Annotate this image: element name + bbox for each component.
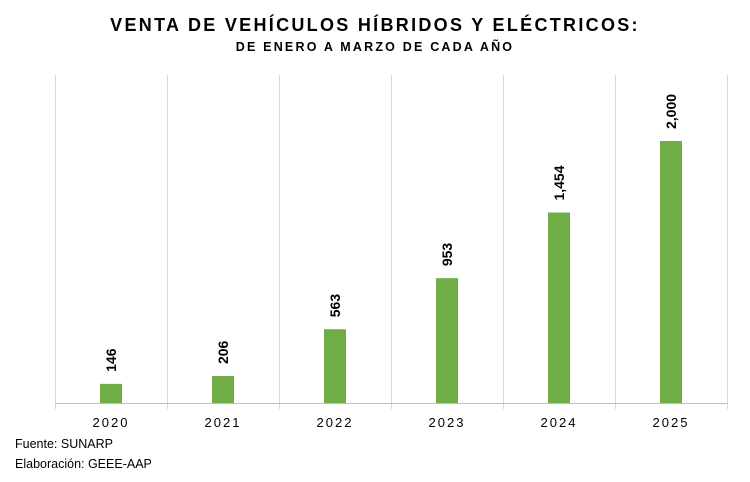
- bar-2023: [436, 278, 458, 403]
- x-tick-2021: 2021: [205, 415, 242, 430]
- chart-title: VENTA DE VEHÍCULOS HÍBRIDOS Y ELÉCTRICOS…: [110, 15, 640, 35]
- bar-2024: [548, 212, 570, 403]
- x-tick-2022: 2022: [317, 415, 354, 430]
- x-tick-2025: 2025: [653, 415, 690, 430]
- x-tick-2020: 2020: [93, 415, 130, 430]
- data-label-2025: 2,000: [663, 94, 679, 129]
- credit-note: Elaboración: GEEE-AAP: [15, 457, 152, 471]
- bar-2020: [100, 383, 122, 403]
- source-note: Fuente: SUNARP: [15, 437, 113, 451]
- data-label-2022: 563: [327, 294, 343, 318]
- x-tick-2023: 2023: [429, 415, 466, 430]
- data-label-2020: 146: [103, 348, 119, 372]
- bar-2025: [660, 141, 682, 403]
- data-label-2024: 1,454: [551, 165, 567, 200]
- bar-2022: [324, 329, 346, 403]
- data-label-2021: 206: [215, 340, 231, 364]
- data-label-2023: 953: [439, 243, 455, 267]
- bar-2021: [212, 376, 234, 403]
- chart-subtitle: DE ENERO A MARZO DE CADA AÑO: [235, 40, 515, 54]
- x-tick-2024: 2024: [541, 415, 578, 430]
